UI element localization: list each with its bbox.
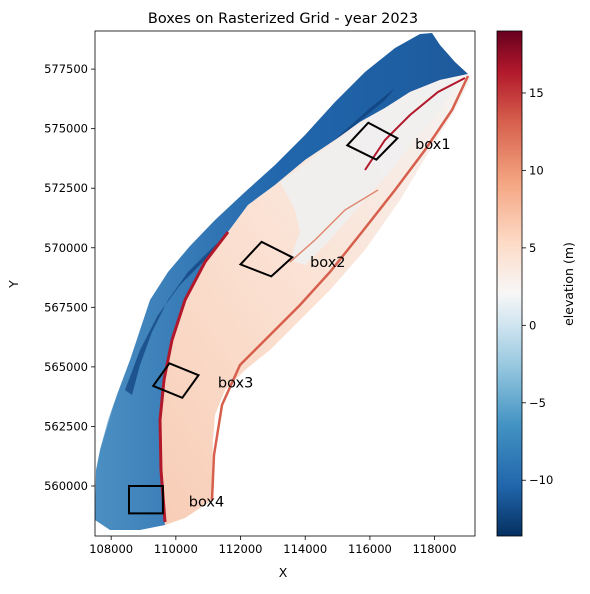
x-axis-ticks: 108000 110000 112000 114000 116000 118000 (89, 536, 457, 556)
y-tick-label: 565000 (44, 360, 88, 374)
colorbar (496, 30, 523, 537)
colorbar-label: elevation (m) (561, 242, 576, 326)
x-axis-label: X (279, 565, 288, 580)
y-tick-label: 567500 (44, 300, 88, 314)
box-outline-box4 (128, 485, 164, 515)
box-outline-box2 (238, 240, 295, 278)
box-label-box3: box3 (218, 375, 253, 391)
x-tick-label: 116000 (348, 542, 392, 556)
nearshore-region (95, 33, 468, 530)
shoreline-edge (158, 231, 230, 523)
x-tick-label: 108000 (89, 542, 133, 556)
y-tick-label: 577500 (44, 62, 88, 76)
colorbar-ticks: −10 −5 0 5 10 15 (522, 86, 553, 487)
box-label-box2: box2 (310, 255, 345, 271)
box-outline-box1 (345, 121, 400, 161)
colorbar-tick-label: 10 (529, 163, 544, 177)
x-tick-label: 110000 (154, 542, 198, 556)
x-tick-label: 118000 (413, 542, 457, 556)
colorbar-tick-label: 0 (529, 318, 536, 332)
colorbar-tick-label: 15 (529, 86, 544, 100)
colorbar-tick-label: −10 (529, 473, 553, 487)
land-region (160, 74, 472, 525)
y-tick-label: 570000 (44, 241, 88, 255)
y-tick-label: 575000 (44, 122, 88, 136)
inner-ridge (289, 189, 379, 263)
box-overlays: box1 box2 box3 box4 (128, 121, 451, 515)
y-tick-label: 572500 (44, 181, 88, 195)
barrier-ridge (210, 75, 470, 501)
y-axis-label: Y (6, 280, 21, 289)
y-tick-label: 562500 (44, 419, 88, 433)
elevation-raster (95, 33, 472, 530)
upper-ridge (364, 77, 466, 171)
box-label-box1: box1 (415, 137, 450, 153)
x-tick-label: 112000 (219, 542, 263, 556)
plot-frame (94, 30, 476, 537)
x-tick-label: 114000 (283, 542, 327, 556)
colorbar-tick-label: 5 (529, 241, 536, 255)
y-tick-label: 560000 (44, 479, 88, 493)
y-axis-ticks: 560000 562500 565000 567500 570000 572500 5750… (44, 62, 95, 493)
upper-flat-region (280, 78, 460, 265)
colorbar-tick-label: −5 (529, 396, 546, 410)
box-label-box4: box4 (189, 494, 224, 510)
box-outline-box3 (151, 362, 201, 400)
chart-title: Boxes on Rasterized Grid - year 2023 (148, 11, 418, 27)
